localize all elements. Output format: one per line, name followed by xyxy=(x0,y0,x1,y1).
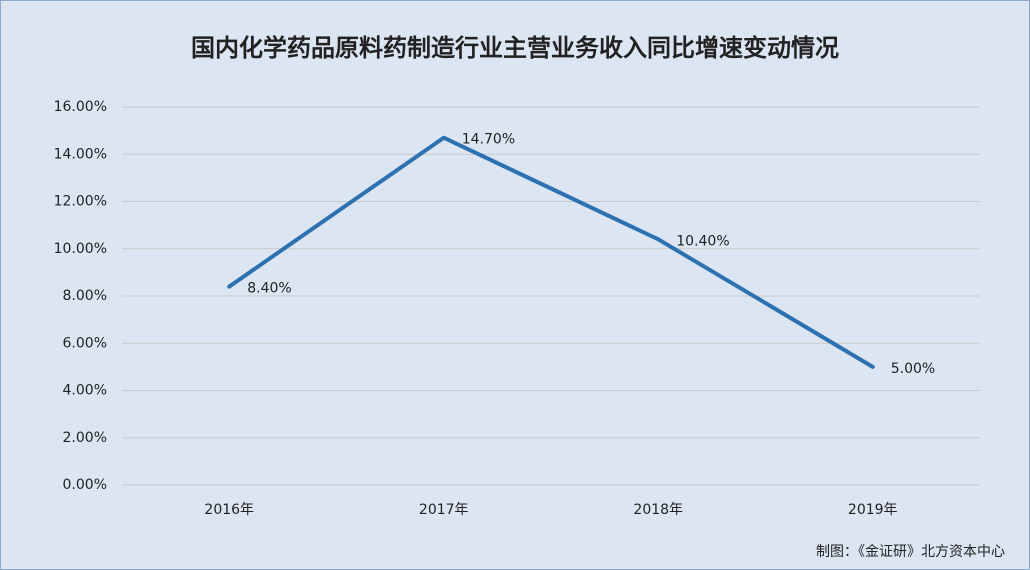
source-note: 制图：《金证研》北方资本中心 xyxy=(816,544,1005,560)
x-tick-label: 2016年 xyxy=(204,502,254,518)
data-label: 8.40% xyxy=(247,281,291,297)
y-tick-label: 8.00% xyxy=(63,288,107,304)
y-tick-label: 2.00% xyxy=(63,430,107,446)
data-label: 14.70% xyxy=(462,132,515,148)
y-tick-label: 4.00% xyxy=(63,383,107,399)
data-label: 10.40% xyxy=(676,233,729,249)
y-tick-label: 12.00% xyxy=(54,194,107,210)
x-tick-label: 2018年 xyxy=(633,502,683,518)
y-tick-label: 6.00% xyxy=(63,335,107,351)
chart-title: 国内化学药品原料药制造行业主营业务收入同比增速变动情况 xyxy=(191,34,839,62)
y-tick-label: 10.00% xyxy=(54,241,107,257)
data-line xyxy=(227,135,875,369)
x-tick-label: 2019年 xyxy=(848,502,898,518)
y-tick-label: 14.00% xyxy=(54,146,107,162)
data-label: 5.00% xyxy=(891,361,935,377)
y-tick-label: 16.00% xyxy=(54,99,107,115)
x-tick-label: 2017年 xyxy=(419,502,469,518)
y-tick-label: 0.00% xyxy=(63,477,107,493)
